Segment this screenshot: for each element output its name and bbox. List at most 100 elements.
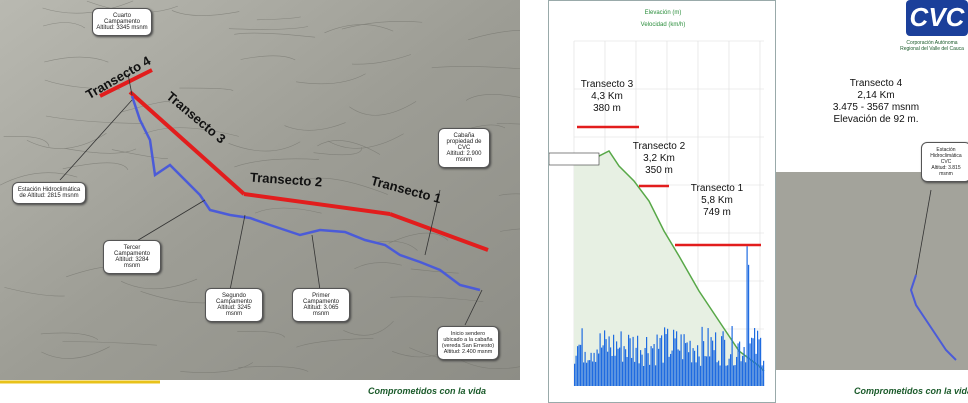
speed-spike: [749, 343, 751, 386]
speed-spike: [662, 362, 664, 386]
speed-spike: [709, 356, 711, 386]
info-line: 3.475 - 3567 msnm: [832, 102, 920, 113]
segment-elevation: 350 m: [645, 165, 673, 176]
contour: [296, 338, 374, 348]
speed-spike: [745, 362, 747, 386]
speed-spike: [722, 331, 724, 386]
contour: [390, 296, 484, 303]
contour: [498, 193, 520, 196]
callout: Tercer Campamento Altitud: 3284 msnm: [103, 240, 161, 274]
speed-spike: [712, 340, 714, 386]
speed-spike: [617, 348, 619, 386]
speed-spike: [622, 361, 624, 386]
speed-spike: [590, 352, 592, 386]
speed-spike: [706, 356, 708, 386]
speed-spike: [671, 350, 673, 386]
speed-spike: [665, 334, 667, 386]
speed-spike: [742, 355, 744, 386]
speed-spike: [728, 358, 730, 386]
contour: [44, 56, 109, 63]
left-map-slide: Transecto 4 Transecto 3 Transecto 2 Tran…: [0, 0, 520, 396]
speed-spike: [721, 336, 723, 386]
contour: [343, 320, 394, 336]
speed-spike: [631, 357, 633, 386]
segment-label: Transecto 3 4,3 Km 380 m: [579, 79, 635, 115]
speed-spike: [638, 363, 640, 386]
organization: Corporación Autónoma Regional del Valle …: [900, 40, 964, 52]
speed-spike: [652, 348, 654, 386]
segment-distance: 4,3 Km: [591, 91, 623, 102]
speed-spike: [580, 344, 582, 386]
contour: [256, 16, 301, 21]
contour: [238, 366, 309, 372]
contour: [0, 172, 78, 186]
contour: [43, 22, 86, 29]
speed-spike: [625, 349, 627, 386]
speed-spike: [649, 364, 651, 386]
contour: [284, 122, 346, 131]
contour: [234, 158, 319, 168]
speed-spike: [602, 345, 604, 386]
speed-spike: [607, 351, 609, 386]
speed-spike: [743, 347, 745, 386]
speed-spike: [641, 354, 643, 386]
speed-spike: [616, 341, 618, 386]
elevation-profile: Elevación (m) Velocidad (km/h) Transecto…: [548, 0, 776, 403]
transect-info: Transecto 4 2,14 Km 3.475 - 3567 msnm El…: [821, 78, 931, 126]
right-map: [776, 0, 968, 370]
speed-spike: [613, 334, 615, 386]
speed-spike: [653, 344, 655, 386]
speed-spike: [698, 356, 700, 386]
speed-spike: [760, 337, 762, 386]
speed-spike: [746, 246, 748, 386]
contour: [3, 136, 50, 147]
contour: [410, 268, 459, 274]
speed-spike: [716, 362, 718, 386]
segment-elevation: 749 m: [703, 207, 731, 218]
speed-spike: [730, 354, 732, 386]
speed-spike: [688, 352, 690, 386]
segment-elevation: 380 m: [593, 103, 621, 114]
profile-plot: [549, 40, 765, 386]
speed-spike: [664, 327, 666, 386]
speed-spike: [605, 339, 607, 386]
speed-spike: [737, 343, 739, 386]
contour: [291, 177, 388, 195]
contour: [317, 140, 381, 155]
speed-spike: [620, 331, 622, 386]
speed-spike: [692, 348, 694, 386]
speed-spike: [647, 353, 649, 386]
speed-spike: [644, 347, 646, 386]
contour: [179, 87, 234, 91]
segment-label: Transecto 1 5,8 Km 749 m: [687, 183, 747, 219]
speed-spike: [575, 355, 577, 386]
speed-spike: [679, 350, 681, 386]
right-slide: CVC Corporación Autónoma Regional del Va…: [776, 0, 968, 403]
speed-spike: [761, 365, 763, 386]
contour: [496, 123, 520, 125]
speed-spike: [701, 326, 703, 386]
speed-spike: [707, 328, 709, 386]
contour: [388, 232, 449, 244]
contour: [349, 101, 417, 116]
contour: [327, 133, 404, 149]
speed-spike: [724, 339, 726, 386]
speed-spike: [740, 361, 742, 386]
speed-spike: [581, 328, 583, 386]
info-line: 2,14 Km: [857, 90, 895, 101]
segment-name: Transecto 3: [580, 79, 634, 90]
speed-spike: [727, 365, 729, 386]
speed-spike: [587, 360, 589, 386]
callout: Inicio sendero ubicado a la cabaña (vere…: [437, 326, 499, 360]
contour: [180, 362, 253, 373]
heading: Transecto 4: [849, 78, 903, 89]
profile-title: Elevación (m) Velocidad (km/h): [640, 10, 686, 28]
speed-spike: [578, 344, 580, 386]
speed-spike: [604, 330, 606, 386]
contour: [461, 359, 520, 370]
speed-spike: [629, 338, 631, 386]
speed-spike: [577, 346, 579, 386]
contour: [354, 262, 402, 270]
speed-spike: [685, 343, 687, 386]
contour: [62, 162, 129, 170]
